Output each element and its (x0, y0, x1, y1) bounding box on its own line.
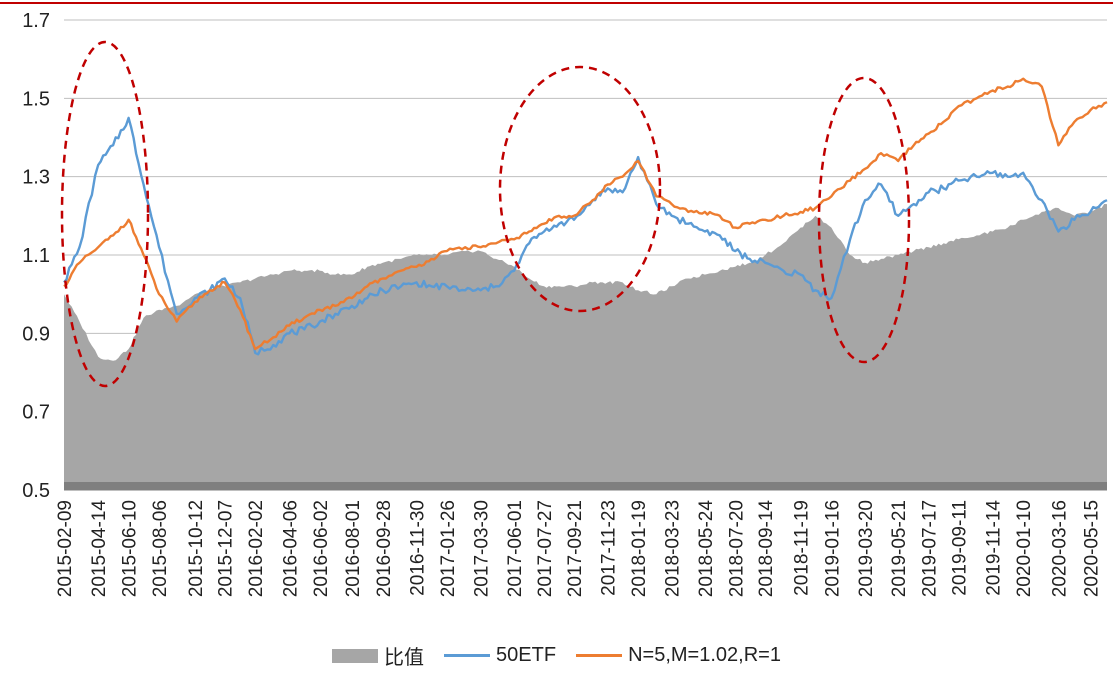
highlight-ellipse (60, 40, 150, 388)
x-tick-label: 2016-08-01 (343, 500, 364, 597)
x-tick-label: 2018-01-19 (629, 500, 650, 597)
x-tick-label: 2016-02-02 (246, 500, 267, 597)
x-tick-label: 2019-11-14 (984, 500, 1005, 596)
legend-label-ratio: 比值 (384, 647, 425, 669)
x-tick-label: 2020-05-15 (1081, 500, 1102, 597)
series-line-strategy (63, 77, 1108, 351)
x-tick-label: 2015-10-12 (186, 500, 207, 597)
x-tick-label: 2016-11-30 (408, 500, 429, 596)
ratio-area-layer (64, 204, 1107, 490)
legend-swatch-strategy (576, 654, 623, 657)
x-tick-label: 2017-11-23 (599, 500, 620, 596)
x-tick-label: 2017-09-21 (565, 500, 586, 597)
x-tick-label: 2015-12-07 (216, 500, 237, 597)
x-tick-label: 2016-09-28 (374, 500, 395, 597)
x-tick-label: 2015-04-14 (89, 500, 110, 598)
y-tick-label: 0.5 (22, 480, 50, 502)
x-tick-label: 2018-11-19 (792, 500, 813, 596)
x-tick-label: 2018-07-20 (726, 500, 747, 597)
legend-swatch-50etf (444, 654, 491, 657)
series-line-50etf (63, 116, 1108, 356)
highlight-ellipse (498, 65, 662, 313)
x-tick-label: 2016-06-02 (311, 500, 332, 597)
annotation-layer (0, 2, 1113, 388)
x-tick-label: 2019-09-11 (950, 500, 971, 596)
area-baseline (64, 482, 1107, 490)
y-axis: 0.5 0.7 0.9 1.1 1.3 1.5 1.7 (22, 10, 50, 502)
y-tick-label: 1.1 (22, 245, 50, 267)
highlight-ellipse (817, 76, 911, 364)
x-tick-label: 2017-01-26 (438, 500, 459, 597)
y-tick-label: 1.3 (22, 167, 50, 189)
x-tick-label: 2018-09-14 (756, 500, 777, 598)
x-tick-label: 2018-05-24 (696, 500, 717, 598)
x-tick-label: 2018-03-23 (663, 500, 684, 597)
x-tick-label: 2020-01-10 (1014, 500, 1035, 597)
x-tick-label: 2015-08-06 (150, 500, 171, 597)
x-tick-label: 2019-03-20 (856, 500, 877, 597)
series-area-ratio (64, 204, 1107, 490)
x-tick-label: 2017-06-01 (505, 500, 526, 597)
y-tick-label: 0.9 (22, 323, 50, 345)
x-tick-label: 2016-04-06 (280, 500, 301, 597)
y-tick-label: 1.7 (22, 10, 50, 32)
x-tick-label: 2017-03-30 (472, 500, 493, 597)
y-tick-label: 1.5 (22, 88, 50, 110)
x-axis: 2015-02-09 2015-04-14 2015-06-10 2015-08-06… (55, 489, 1107, 598)
x-tick-label: 2020-03-16 (1049, 500, 1070, 597)
x-tick-label: 2017-07-27 (535, 500, 556, 597)
x-tick-label: 2015-06-10 (120, 500, 141, 597)
legend-label-strategy: N=5,M=1.02,R=1 (628, 644, 781, 666)
legend-item-ratio: 比值 (332, 641, 424, 670)
x-tick-label: 2015-02-09 (55, 500, 76, 597)
legend-label-50etf: 50ETF (496, 644, 557, 666)
series-lines-layer (63, 77, 1108, 356)
legend-item-50etf: 50ETF (444, 644, 556, 667)
y-tick-label: 0.7 (22, 402, 50, 424)
x-tick-label: 2019-05-21 (889, 500, 910, 597)
legend-swatch-ratio (332, 648, 379, 663)
x-tick-label: 2019-07-17 (920, 500, 941, 597)
legend-item-strategy: N=5,M=1.02,R=1 (576, 644, 781, 667)
x-tick-label: 2019-01-16 (822, 500, 843, 597)
legend: 比值 50ETF N=5,M=1.02,R=1 (0, 641, 1113, 670)
